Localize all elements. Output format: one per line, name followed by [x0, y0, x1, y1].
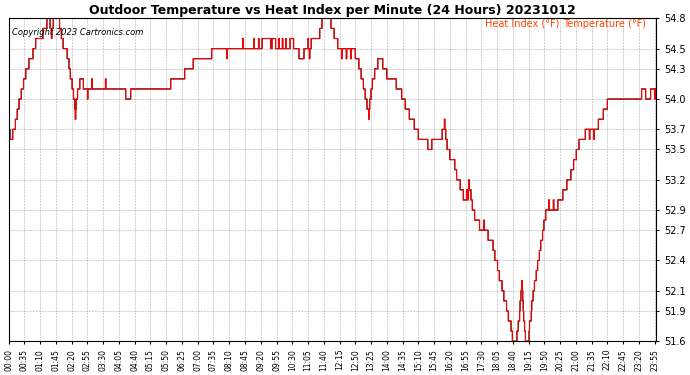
Temperature (°F)	[434, 137, 442, 142]
Text: Copyright 2023 Cartronics.com: Copyright 2023 Cartronics.com	[12, 28, 144, 37]
Heat Index (°F)	[133, 87, 141, 91]
Temperature (°F)	[652, 87, 660, 91]
Heat Index (°F)	[519, 309, 527, 313]
Legend: Heat Index (°F), Temperature (°F): Heat Index (°F), Temperature (°F)	[480, 15, 650, 33]
Temperature (°F)	[519, 309, 527, 313]
Title: Outdoor Temperature vs Heat Index per Minute (24 Hours) 20231012: Outdoor Temperature vs Heat Index per Mi…	[89, 4, 576, 17]
Temperature (°F)	[43, 16, 51, 21]
Heat Index (°F)	[652, 87, 660, 91]
Temperature (°F)	[149, 87, 157, 91]
Line: Heat Index (°F): Heat Index (°F)	[9, 18, 656, 341]
Temperature (°F)	[576, 137, 584, 142]
Heat Index (°F)	[221, 46, 230, 51]
Heat Index (°F)	[5, 127, 13, 132]
Temperature (°F)	[133, 87, 141, 91]
Temperature (°F)	[5, 127, 13, 132]
Temperature (°F)	[221, 46, 230, 51]
Temperature (°F)	[509, 339, 517, 344]
Heat Index (°F)	[576, 137, 584, 142]
Heat Index (°F)	[509, 339, 517, 344]
Heat Index (°F)	[149, 87, 157, 91]
Heat Index (°F)	[434, 137, 442, 142]
Heat Index (°F)	[43, 16, 51, 21]
Line: Temperature (°F): Temperature (°F)	[9, 18, 656, 341]
